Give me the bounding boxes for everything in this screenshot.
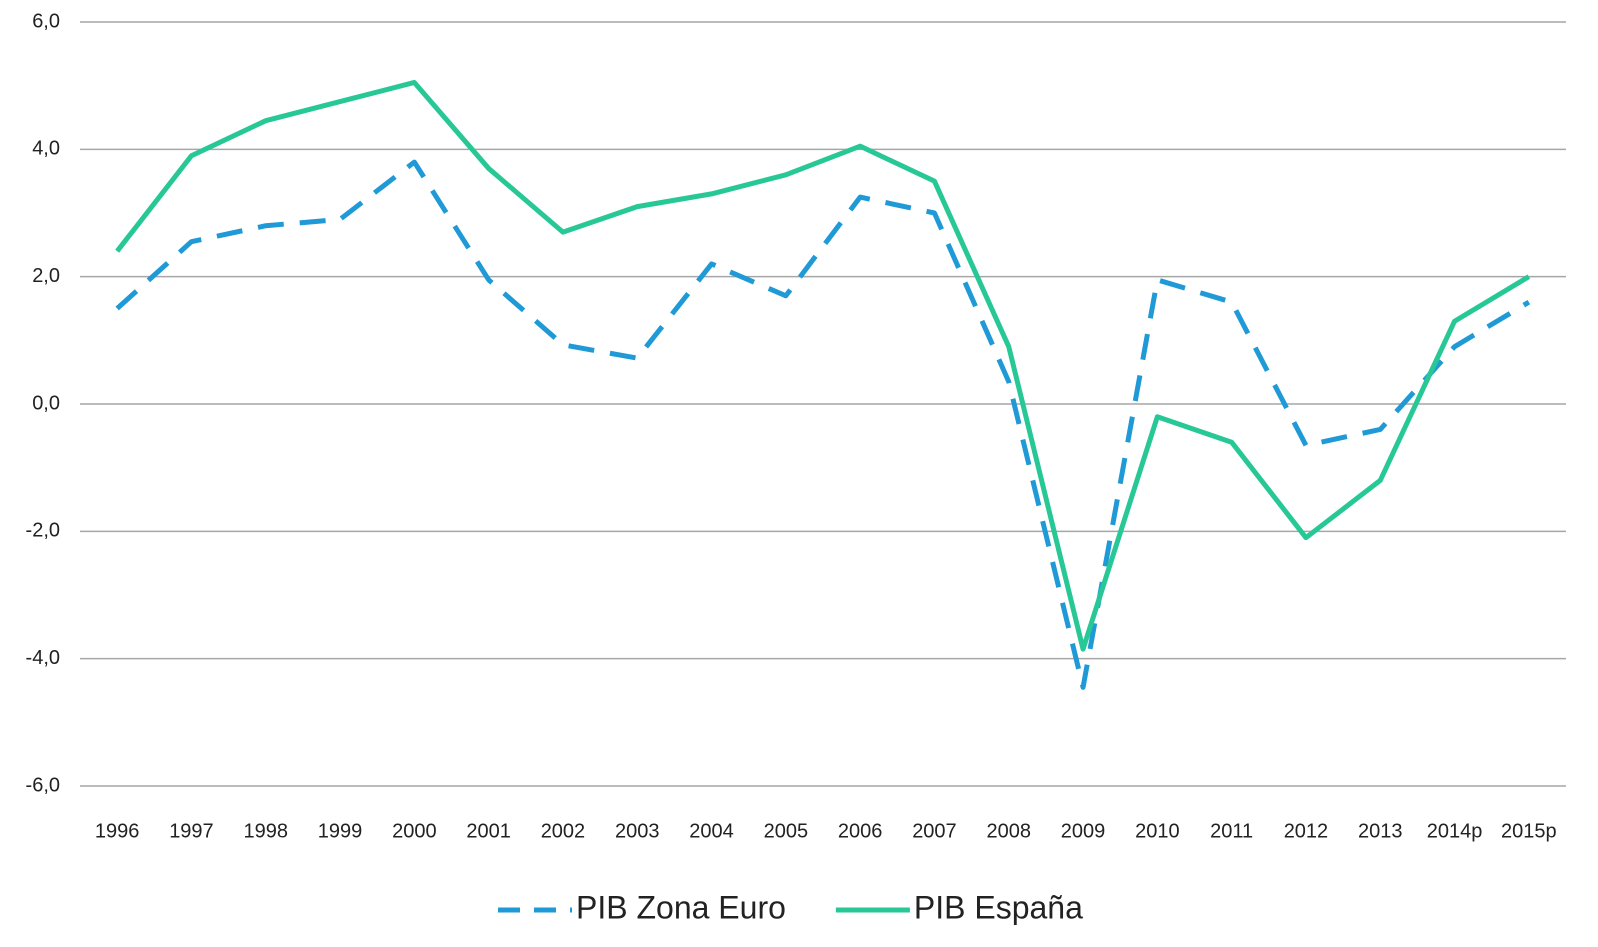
x-tick-label: 2015p bbox=[1501, 820, 1557, 842]
x-tick-label: 1998 bbox=[244, 820, 289, 842]
x-tick-label: 2011 bbox=[1210, 820, 1253, 842]
x-tick-label: 2004 bbox=[689, 820, 734, 842]
x-tick-label: 2006 bbox=[838, 820, 883, 842]
legend-label: PIB España bbox=[914, 889, 1083, 925]
x-tick-label: 2009 bbox=[1061, 820, 1106, 842]
y-tick-label: 2,0 bbox=[32, 265, 60, 287]
series-line bbox=[115, 79, 1531, 652]
x-tick-label: 1996 bbox=[95, 820, 140, 842]
x-tick-label: 1997 bbox=[169, 820, 214, 842]
x-tick-label: 2000 bbox=[392, 820, 437, 842]
series-line bbox=[115, 159, 1531, 690]
x-tick-label: 2002 bbox=[541, 820, 586, 842]
x-tick-label: 2003 bbox=[615, 820, 660, 842]
y-tick-label: -6,0 bbox=[26, 774, 60, 796]
x-tick-label: 2005 bbox=[764, 820, 809, 842]
x-tick-label: 2010 bbox=[1135, 820, 1180, 842]
x-tick-label: 2014p bbox=[1427, 820, 1483, 842]
y-tick-label: -4,0 bbox=[26, 647, 60, 669]
x-tick-label: 2001 bbox=[466, 820, 511, 842]
x-tick-label: 2008 bbox=[987, 820, 1032, 842]
y-tick-label: 0,0 bbox=[32, 392, 60, 414]
x-tick-label: 1999 bbox=[318, 820, 363, 842]
x-tick-label: 2012 bbox=[1284, 820, 1329, 842]
legend-label: PIB Zona Euro bbox=[576, 889, 786, 925]
y-tick-label: 6,0 bbox=[32, 10, 60, 32]
x-tick-label: 2013 bbox=[1358, 820, 1403, 842]
x-tick-label: 2007 bbox=[912, 820, 957, 842]
y-tick-label: 4,0 bbox=[32, 138, 60, 160]
y-tick-label: -2,0 bbox=[26, 520, 60, 542]
